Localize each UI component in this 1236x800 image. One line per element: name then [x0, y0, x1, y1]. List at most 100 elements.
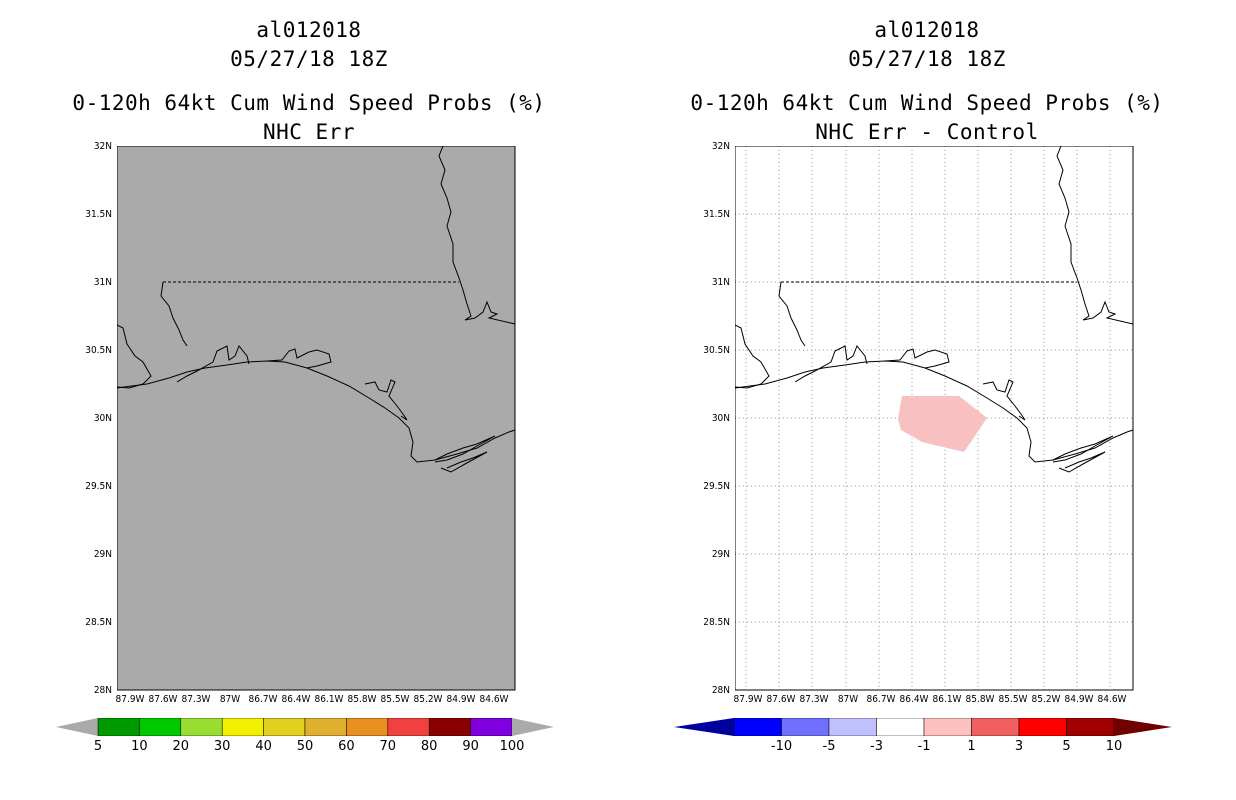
lat-label: 31N — [93, 277, 112, 288]
colorbar-swatch — [387, 718, 430, 736]
colorbar-swatch — [1018, 718, 1067, 736]
colorbar-swatch — [828, 718, 877, 736]
lat-label: 30.5N — [85, 345, 112, 356]
lon-label: 86.1W — [314, 694, 344, 705]
colorbar-label: 10 — [1105, 739, 1123, 754]
lon-label: 87.3W — [799, 694, 829, 705]
right-panel: al012018 05/27/18 18Z 0-120h 64kt Cum Wi… — [618, 0, 1236, 800]
lon-label: 84.9W — [446, 694, 476, 705]
lat-label: 29N — [711, 549, 730, 560]
coastline — [117, 146, 516, 473]
lon-label: 87W — [219, 694, 241, 705]
colorbar-swatch — [971, 718, 1020, 736]
lon-label: 86.7W — [866, 694, 896, 705]
colorbar-label: 3 — [1014, 739, 1024, 754]
lat-label: 30.5N — [703, 345, 730, 356]
colorbar-arrow-high — [1114, 718, 1172, 736]
colorbar-label: 90 — [462, 739, 479, 754]
colorbar-swatch — [97, 718, 140, 736]
colorbar-swatch — [470, 718, 513, 736]
state-border-west — [160, 281, 188, 347]
colorbar-label: 5 — [93, 739, 103, 754]
colorbar-label: -1 — [917, 739, 931, 754]
colorbar-arrow-low — [56, 718, 98, 736]
lat-label: 29N — [93, 549, 112, 560]
colorbar-swatch — [304, 718, 347, 736]
colorbar-label: 1 — [967, 739, 976, 754]
lat-label: 28.5N — [85, 617, 112, 628]
lon-label: 87.6W — [766, 694, 796, 705]
lat-label: 32N — [93, 141, 112, 152]
lon-label: 87.3W — [181, 694, 211, 705]
product-title: 0-120h 64kt Cum Wind Speed Probs (%) — [72, 91, 546, 115]
lon-label: 85.5W — [380, 694, 410, 705]
state-border-west — [778, 281, 806, 347]
colorbar-label: 70 — [379, 739, 397, 754]
colorbar-label: 60 — [338, 739, 355, 754]
coastline — [735, 146, 1134, 473]
colorbar-swatch — [876, 718, 925, 736]
lat-label: 32N — [711, 141, 730, 152]
colorbar-arrow-high — [512, 718, 554, 736]
subtitle: NHC Err - Control — [815, 120, 1039, 144]
lon-label: 85.5W — [998, 694, 1028, 705]
storm-id: al012018 — [874, 18, 980, 42]
lat-label: 30N — [711, 413, 730, 424]
colorbar-label: 100 — [499, 739, 525, 754]
product-title: 0-120h 64kt Cum Wind Speed Probs (%) — [690, 91, 1164, 115]
datetime: 05/27/18 18Z — [848, 47, 1006, 71]
probability-field — [117, 146, 515, 690]
lon-label: 86.4W — [899, 694, 929, 705]
lat-label: 31.5N — [703, 209, 730, 220]
colorbar-swatch — [733, 718, 782, 736]
colorbar-label: -10 — [770, 739, 793, 754]
lon-label: 87.9W — [115, 694, 145, 705]
storm-id: al012018 — [256, 18, 362, 42]
colorbar — [56, 718, 554, 736]
lat-label: 31N — [711, 277, 730, 288]
colorbar-label: -3 — [870, 739, 883, 754]
lat-label: 30N — [93, 413, 112, 424]
lon-label: 85.8W — [347, 694, 377, 705]
colorbar-label: 30 — [213, 739, 231, 754]
colorbar-swatch — [263, 718, 306, 736]
datetime: 05/27/18 18Z — [230, 47, 388, 71]
lon-label: 87.9W — [733, 694, 763, 705]
difference-region — [898, 396, 987, 452]
colorbar — [674, 718, 1172, 736]
lat-label: 28N — [93, 685, 112, 696]
colorbar-swatch — [221, 718, 264, 736]
lat-label: 29.5N — [85, 481, 112, 492]
lat-label: 28.5N — [703, 617, 730, 628]
lon-label: 84.9W — [1064, 694, 1094, 705]
colorbar-swatch — [180, 718, 223, 736]
lon-label: 87.6W — [148, 694, 178, 705]
colorbar-label: 5 — [1062, 739, 1071, 754]
lon-label: 85.2W — [413, 694, 443, 705]
lon-label: 86.4W — [281, 694, 311, 705]
lon-label: 84.6W — [1097, 694, 1127, 705]
colorbar-label: 80 — [420, 739, 438, 754]
lon-label: 84.6W — [479, 694, 509, 705]
lon-label: 85.2W — [1031, 694, 1061, 705]
left-panel: al012018 05/27/18 18Z 0-120h 64kt Cum Wi… — [56, 18, 554, 754]
lon-label: 86.7W — [248, 694, 278, 705]
colorbar-arrow-low — [674, 718, 734, 736]
colorbar-swatch — [428, 718, 471, 736]
colorbar-label: -5 — [822, 739, 836, 754]
lon-label: 86.1W — [932, 694, 962, 705]
colorbar-swatch — [1066, 718, 1115, 736]
colorbar-label: 50 — [296, 739, 314, 754]
lat-label: 28N — [711, 685, 730, 696]
lat-label: 31.5N — [85, 209, 112, 220]
lon-label: 85.8W — [965, 694, 995, 705]
map-frame — [735, 146, 1134, 691]
colorbar-label: 10 — [131, 739, 148, 754]
colorbar-swatch — [923, 718, 972, 736]
lat-label: 29.5N — [703, 481, 730, 492]
subtitle: NHC Err — [262, 120, 355, 144]
lon-label: 87W — [837, 694, 859, 705]
colorbar-swatch — [139, 718, 182, 736]
colorbar-label: 20 — [172, 739, 190, 754]
map-frame — [117, 146, 516, 691]
